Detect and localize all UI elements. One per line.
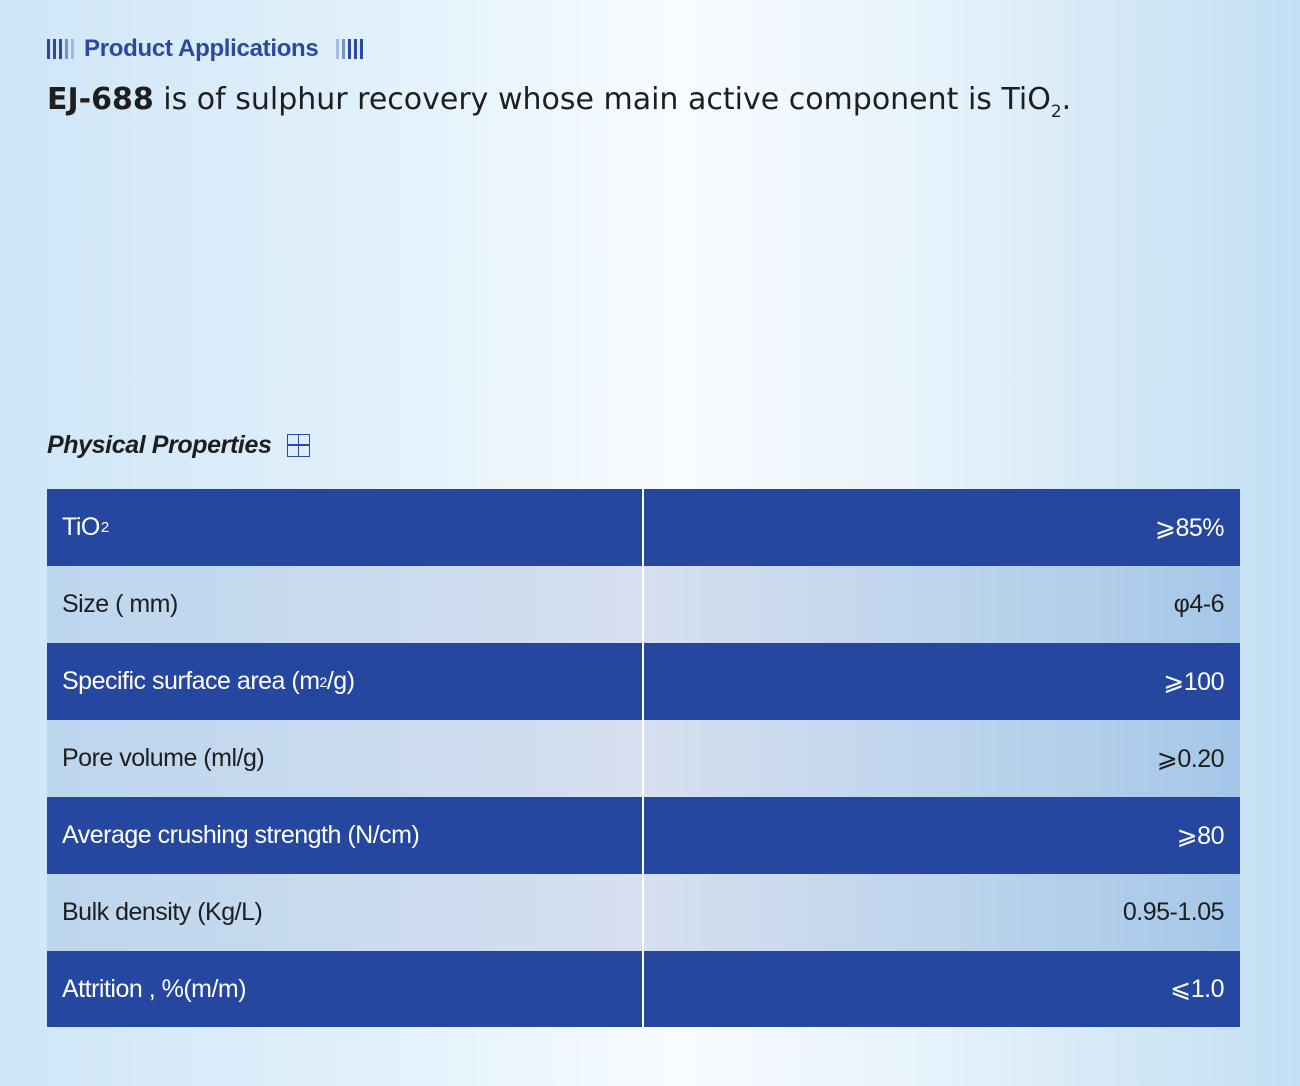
table-row: Size ( mm) φ4-6 <box>47 566 1240 643</box>
property-label-text: Size ( mm) <box>62 590 178 618</box>
properties-title: Physical Properties <box>47 430 272 459</box>
property-label: Attrition , %(m/m) <box>47 951 642 1027</box>
property-value: ⩾80 <box>1176 821 1225 850</box>
property-value: 0.95-1.05 <box>1122 898 1225 926</box>
property-value: ⩽1.0 <box>1170 975 1224 1003</box>
product-code: EJ-688 <box>47 82 154 117</box>
column-divider <box>642 797 644 874</box>
property-label-superscript: 2 <box>319 673 328 690</box>
table-row: Attrition , %(m/m) ⩽1.0 <box>47 951 1240 1027</box>
property-label-end: /g) <box>326 667 355 695</box>
table-row: Pore volume (ml/g) ⩾0.20 <box>47 720 1240 797</box>
property-value: ⩾100 <box>1163 667 1224 696</box>
table-row: Specific surface area (m 2/g) ⩾100 <box>47 643 1240 720</box>
property-value: ⩾85% <box>1155 513 1224 542</box>
property-value: φ4-6 <box>1173 590 1225 618</box>
headline-text: is of sulphur recovery whose main active… <box>153 82 1051 117</box>
section-title: Product Applications <box>84 35 319 62</box>
property-value: ⩾0.20 <box>1156 744 1225 773</box>
grid-icon <box>287 433 311 457</box>
section-header: Product Applications <box>47 34 364 64</box>
property-label-subscript: 2 <box>100 519 109 536</box>
property-label: Average crushing strength (N/cm) <box>47 797 642 874</box>
bars-icon <box>336 39 364 59</box>
headline-subscript: 2 <box>1050 102 1062 122</box>
column-divider <box>642 489 644 566</box>
property-label-text: Average crushing strength (N/cm) <box>62 821 420 849</box>
properties-table: TiO 2 ⩾85% Size ( mm) φ4-6 Specific surfa… <box>47 489 1240 1027</box>
bars-icon <box>47 39 74 59</box>
table-row: Bulk density (Kg/L) 0.95-1.05 <box>47 874 1240 951</box>
table-row: TiO 2 ⩾85% <box>47 489 1240 566</box>
column-divider <box>642 643 644 720</box>
property-label-text: Specific surface area (m <box>62 667 320 695</box>
property-label: Specific surface area (m 2/g) <box>47 643 642 720</box>
headline: EJ-688 is of sulphur recovery whose main… <box>47 82 1071 122</box>
table-row: Average crushing strength (N/cm) ⩾80 <box>47 797 1240 874</box>
headline-end: . <box>1061 82 1072 117</box>
property-label: TiO 2 <box>47 489 642 566</box>
property-label: Bulk density (Kg/L) <box>47 874 642 951</box>
property-label: Size ( mm) <box>47 566 642 643</box>
property-label-text: Pore volume (ml/g) <box>62 744 265 772</box>
property-label-text: TiO <box>62 513 100 541</box>
properties-header: Physical Properties <box>47 428 311 462</box>
property-label-text: Attrition , %(m/m) <box>62 974 247 1003</box>
column-divider <box>642 720 644 797</box>
column-divider <box>642 951 644 1027</box>
property-label: Pore volume (ml/g) <box>47 720 642 797</box>
property-label-text: Bulk density (Kg/L) <box>62 898 263 926</box>
column-divider <box>642 566 644 643</box>
column-divider <box>642 874 644 951</box>
